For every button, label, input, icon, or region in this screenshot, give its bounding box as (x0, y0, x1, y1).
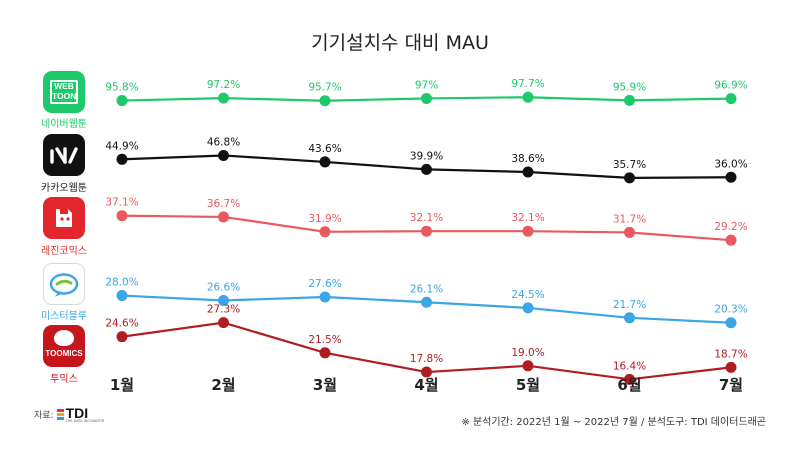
data-point-3-4 (421, 225, 432, 237)
data-point-1-5 (522, 91, 534, 103)
data-point-4-1 (116, 290, 128, 302)
data-label-4-7: 20.3% (714, 304, 747, 316)
toomics-icon-text: TOOMICS (45, 349, 83, 358)
data-point-1-6 (624, 94, 635, 106)
data-point-5-3 (319, 347, 331, 359)
data-point-2-3 (319, 156, 331, 168)
data-label-2-6: 35.7% (613, 159, 646, 171)
data-point-3-2 (218, 211, 229, 223)
data-point-4-4 (421, 296, 432, 308)
webtoon-icon: WEB TOON (43, 71, 85, 113)
data-point-4-6 (624, 312, 635, 324)
data-label-1-7: 96.9% (714, 80, 747, 92)
data-point-4-3 (319, 291, 331, 303)
data-point-5-1 (116, 331, 128, 343)
data-label-1-5: 97.7% (511, 78, 544, 90)
data-point-3-1 (116, 210, 128, 222)
data-point-4-7 (725, 317, 737, 329)
data-label-5-3: 21.5% (308, 334, 341, 346)
data-label-2-1: 44.9% (105, 140, 138, 152)
data-point-5-2 (218, 317, 229, 329)
data-point-5-7 (725, 361, 737, 373)
kakao-webtoon-icon (43, 134, 85, 176)
data-point-1-2 (218, 92, 229, 104)
data-point-3-6 (624, 226, 635, 238)
data-point-1-4 (421, 92, 432, 104)
tdi-logo-sub: THE DATA INCUBATOR (65, 419, 105, 423)
data-label-4-3: 27.6% (308, 278, 341, 290)
data-label-2-3: 43.6% (308, 143, 341, 155)
tdi-logo: TDI THE DATA INCUBATOR (56, 405, 105, 424)
data-label-3-3: 31.9% (308, 213, 341, 225)
tdi-logo-text: TDI (65, 405, 89, 421)
legend-label-naver: 네이버웹툰 (41, 119, 87, 130)
toomics-icon: TOOMICS (43, 325, 85, 367)
data-label-1-6: 95.9% (613, 81, 646, 93)
data-point-5-6 (624, 373, 635, 385)
chart-title: 기기설치수 대비 MAU (311, 32, 489, 54)
data-label-3-1: 37.1% (105, 197, 138, 209)
x-tick-label-4: 4월 (414, 376, 438, 394)
data-label-4-4: 26.1% (410, 283, 443, 295)
data-label-2-2: 46.8% (207, 136, 240, 148)
data-label-1-2: 97.2% (207, 79, 240, 91)
mrblue-icon (43, 263, 85, 305)
data-label-3-7: 29.2% (714, 221, 747, 233)
data-point-3-7 (725, 234, 737, 246)
data-label-4-6: 21.7% (613, 299, 646, 311)
data-label-3-2: 36.7% (207, 198, 240, 210)
data-point-3-3 (319, 226, 331, 238)
x-tick-label-2: 2월 (211, 376, 235, 394)
data-point-2-2 (218, 149, 229, 161)
data-point-1-1 (116, 95, 128, 107)
data-point-4-2 (218, 295, 229, 307)
data-point-2-1 (116, 153, 128, 165)
data-label-3-5: 32.1% (511, 212, 544, 224)
legend-label-mrblue: 미스터블루 (41, 311, 87, 322)
x-tick-label-5: 5월 (516, 376, 540, 394)
data-point-2-4 (421, 163, 432, 175)
data-label-1-1: 95.8% (105, 82, 138, 94)
x-tick-label-3: 3월 (313, 376, 337, 394)
data-label-1-3: 95.7% (308, 82, 341, 94)
data-point-5-4 (421, 366, 432, 378)
x-tick-label-7: 7월 (719, 376, 743, 394)
lezhin-icon (43, 197, 85, 239)
legend-label-kakao: 카카오웹툰 (41, 183, 87, 194)
footnote: ※ 분석기간: 2022년 1월 ~ 2022년 7월 / 분석도구: TDI … (461, 417, 766, 428)
data-label-4-5: 24.5% (511, 289, 544, 301)
data-label-5-2: 27.3% (207, 304, 240, 316)
data-label-5-6: 16.4% (613, 360, 646, 372)
data-point-3-5 (522, 225, 534, 237)
data-label-3-4: 32.1% (410, 212, 443, 224)
data-point-5-5 (522, 360, 534, 372)
data-label-5-7: 18.7% (714, 348, 747, 360)
data-label-2-4: 39.9% (410, 150, 443, 162)
data-label-5-4: 17.8% (410, 353, 443, 365)
data-point-2-7 (725, 171, 737, 183)
data-label-5-5: 19.0% (511, 347, 544, 359)
data-point-4-5 (522, 302, 534, 314)
x-tick-label-6: 6월 (617, 376, 641, 394)
data-point-2-5 (522, 166, 534, 178)
data-label-2-5: 38.6% (511, 153, 544, 165)
source-credit: 자료: TDI THE DATA INCUBATOR (34, 406, 104, 424)
data-label-4-1: 28.0% (105, 277, 138, 289)
data-point-2-6 (624, 172, 635, 184)
x-tick-label-1: 1월 (110, 376, 134, 394)
data-label-5-1: 24.6% (105, 318, 138, 330)
data-label-4-2: 26.6% (207, 282, 240, 294)
legend-label-lezhin: 레진코믹스 (41, 246, 87, 257)
webtoon-icon-text: WEB TOON (52, 81, 77, 102)
data-point-1-7 (725, 93, 737, 105)
data-label-1-4: 97% (415, 79, 438, 91)
data-label-3-6: 31.7% (613, 213, 646, 225)
legend-label-toomics: 투믹스 (50, 374, 78, 385)
source-prefix: 자료: (34, 411, 54, 422)
data-point-1-3 (319, 95, 331, 107)
data-label-2-7: 36.0% (714, 158, 747, 170)
